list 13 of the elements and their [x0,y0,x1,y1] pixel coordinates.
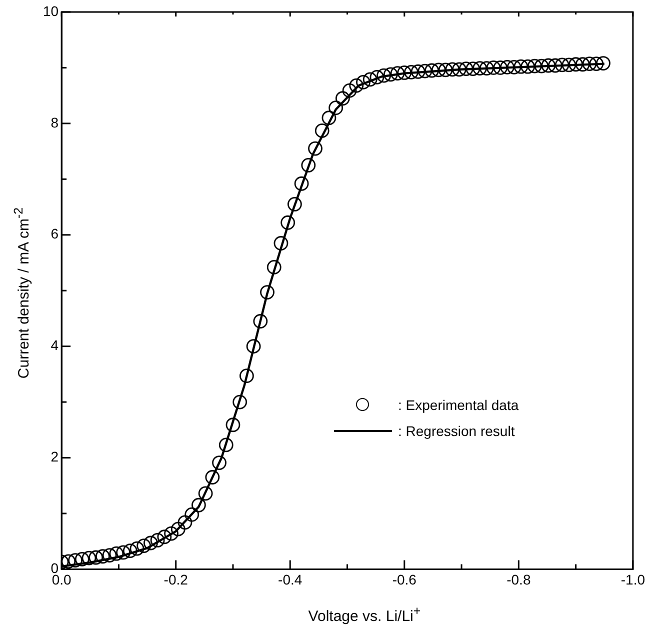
y-tick-label: 4 [50,337,59,354]
x-axis-title: Voltage vs. Li/Li$^{+}$ [307,604,422,625]
x-tick-label: -0.6 [392,571,417,588]
legend-label: : Experimental data [398,397,519,413]
y-tick-label: 10 [42,2,59,19]
x-tick-label: -1.0 [620,571,646,588]
y-tick-label: 6 [50,226,59,242]
y-tick-label: 8 [50,114,59,130]
x-tick-label: -0.2 [164,571,188,588]
y-tick-label: 2 [50,448,59,465]
x-tick-label: -0.4 [278,571,302,588]
x-tick-label: -0.8 [506,571,531,588]
legend-label: : Regression result [398,423,515,439]
